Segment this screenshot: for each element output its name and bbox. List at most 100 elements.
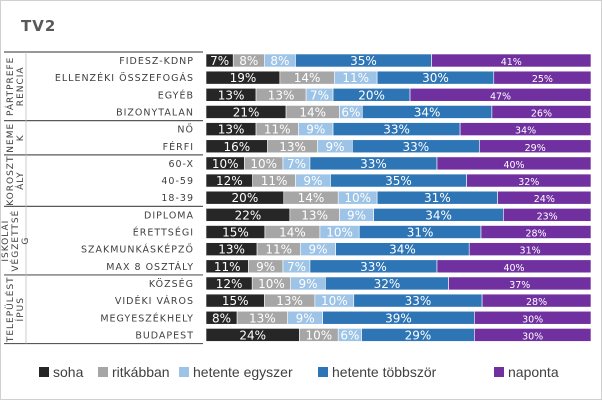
data-label: 11%	[265, 243, 292, 257]
data-label: 9%	[256, 260, 275, 274]
data-label: 20%	[358, 88, 385, 102]
data-label: 13%	[218, 243, 245, 257]
data-label: 34%	[425, 208, 452, 222]
legend-swatch	[494, 367, 504, 377]
bar-segment	[497, 190, 592, 205]
data-label: 13%	[218, 123, 245, 137]
legend-label: ritkábban	[112, 364, 170, 380]
bar-row: MEGYESZÉKHELY 8% 13% 9% 39% 30%	[100, 310, 592, 325]
data-label: 28%	[526, 297, 547, 308]
data-label: 7%	[287, 260, 306, 274]
legend-item: ritkábban	[98, 364, 170, 380]
data-label: 24%	[534, 194, 555, 205]
data-label: 29%	[525, 143, 546, 154]
data-label: 21%	[233, 105, 260, 119]
data-label: 34%	[414, 105, 441, 119]
legend-item: naponta	[494, 364, 559, 380]
group-label-line: VÉGZETTSÉ	[9, 210, 21, 272]
data-label: 23%	[537, 211, 558, 222]
data-label: 8%	[270, 54, 289, 68]
category-label: FÉRFI	[163, 141, 194, 153]
legend-swatch	[98, 367, 108, 377]
data-label: 37%	[509, 280, 530, 291]
bar-row: BUDAPEST 24% 10% 6% 29% 30%	[135, 328, 592, 342]
group-label-line: ÍPUS	[14, 297, 26, 321]
data-label: 35%	[385, 174, 412, 188]
data-label: 9%	[303, 174, 322, 188]
data-label: 12%	[216, 277, 243, 291]
data-label: 13%	[301, 208, 328, 222]
category-label: VIDÉKI VÁROS	[115, 295, 194, 307]
bar-segment	[448, 276, 592, 291]
bar-segment	[493, 70, 592, 85]
category-label: KÖZSÉG	[149, 278, 194, 290]
data-label: 33%	[402, 140, 429, 154]
data-label: 9%	[296, 311, 315, 325]
data-label: 9%	[325, 140, 344, 154]
data-label: 10%	[344, 191, 371, 205]
category-label: BIZONYTALAN	[116, 107, 194, 118]
data-label: 8%	[212, 311, 231, 325]
data-label: 32%	[374, 277, 401, 291]
bar-row: DIPLOMA 22% 13% 9% 34% 23%	[144, 208, 592, 222]
data-label: 15%	[222, 226, 249, 240]
bar-row: ELLENZÉKI ÖSSZEFOGÁS 19% 14% 11% 30% 25%	[55, 70, 592, 85]
data-label: 6%	[341, 105, 360, 119]
group-label: KOROSZTÁLY	[6, 156, 26, 206]
data-label: 32%	[518, 177, 539, 188]
data-label: 33%	[360, 260, 387, 274]
category-label: FIDESZ-KDNP	[119, 56, 194, 67]
data-label: 22%	[235, 208, 262, 222]
legend-label: soha	[53, 364, 84, 380]
group-label-line: ÁLY	[14, 171, 26, 189]
chart-rows: FIDESZ-KDNP 7% 8% 8% 35% 41% ELLENZÉKI ÖSSZEFO…	[55, 53, 592, 342]
data-label: 11%	[264, 123, 291, 137]
legend-item: hetente egyszer	[179, 364, 293, 380]
data-label: 29%	[405, 328, 432, 342]
data-label: 34%	[515, 126, 536, 137]
data-label: 16%	[223, 140, 250, 154]
group-label-line: K	[16, 134, 26, 141]
data-label: 30%	[522, 314, 543, 325]
bar-segment	[431, 53, 592, 68]
data-label: 47%	[490, 91, 511, 102]
data-label: 34%	[389, 243, 416, 257]
category-label: DIPLOMA	[144, 210, 194, 221]
bar-segment	[474, 328, 592, 342]
legend: soha ritkábban hetente egyszer hetente több…	[39, 364, 559, 380]
category-label: 18-39	[161, 193, 194, 204]
data-label: 30%	[422, 71, 449, 85]
data-label: 31%	[407, 226, 434, 240]
group-label: PÁRTPREFERENCIA	[4, 57, 26, 116]
bar-segment	[481, 293, 592, 308]
data-label: 24%	[239, 328, 266, 342]
data-label: 10%	[212, 157, 239, 171]
data-label: 10%	[305, 328, 332, 342]
bar-row: 18-39 20% 14% 10% 31% 24%	[161, 190, 592, 205]
data-label: 12%	[216, 174, 243, 188]
group-label-line: ISKOLAI	[1, 220, 11, 262]
legend-item: hetente többször	[318, 364, 437, 380]
legend-swatch	[318, 367, 328, 377]
data-label: 14%	[294, 71, 321, 85]
group-label-line: NEME	[6, 123, 16, 153]
bar-segment	[479, 139, 592, 154]
data-label: 13%	[268, 88, 295, 102]
data-label: 41%	[501, 57, 522, 68]
data-label: 13%	[276, 294, 303, 308]
category-label: 40-59	[161, 176, 194, 187]
data-label: 40%	[503, 263, 524, 274]
data-label: 39%	[385, 311, 412, 325]
category-label: 60-X	[168, 159, 194, 170]
data-label: 11%	[214, 260, 241, 274]
data-label: 13%	[218, 88, 245, 102]
group-label-line: G	[21, 237, 31, 245]
bar-segment	[409, 88, 592, 102]
data-label: 7%	[287, 157, 306, 171]
data-label: 25%	[532, 74, 553, 85]
group-label-line: TELEPÜLÉST	[4, 276, 16, 343]
data-label: 15%	[222, 294, 249, 308]
legend-swatch	[39, 367, 49, 377]
